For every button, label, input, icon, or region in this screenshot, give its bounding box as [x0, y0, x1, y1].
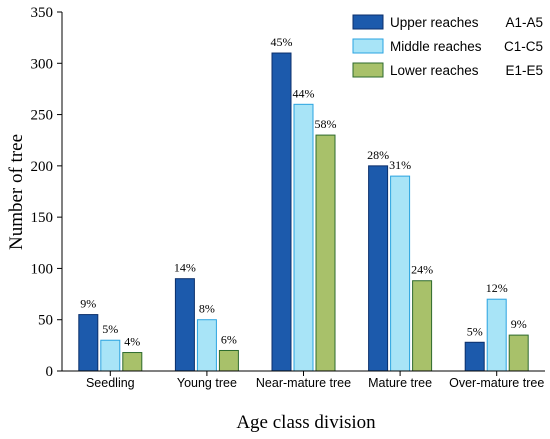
y-tick-label: 300	[31, 56, 54, 72]
y-tick-label: 150	[31, 210, 54, 226]
y-tick-label: 200	[31, 159, 54, 175]
data-label: 5%	[467, 324, 483, 338]
legend-code: C1-C5	[504, 39, 543, 54]
x-axis-title: Age class division	[236, 412, 376, 433]
y-tick-label: 100	[31, 261, 54, 277]
legend-code: E1-E5	[505, 63, 543, 78]
bar	[412, 280, 433, 372]
bars-group	[78, 52, 529, 372]
y-tick-label: 350	[31, 5, 54, 21]
legend-swatch	[352, 38, 384, 54]
x-tick-label: Seedling	[86, 376, 135, 390]
bar	[174, 278, 195, 372]
data-label: 31%	[389, 158, 411, 172]
legend: Upper reaches A1-A5 Middle reaches C1-C5 Low…	[352, 14, 543, 78]
y-axis-title: Number of tree	[6, 134, 27, 250]
x-tick-label: Over-mature tree	[449, 376, 544, 390]
bar-labels-group: 9% 5% 4% 14% 8% 6% 45% 44% 58% 28%31% 24% 5% 12% 9%	[80, 35, 526, 349]
y-axis: 0 50 100 150 200 250 300 350	[31, 5, 63, 380]
data-label: 8%	[199, 302, 215, 316]
legend-label: Lower reaches	[390, 63, 479, 78]
legend-swatch	[352, 14, 384, 30]
legend-label: Upper reaches	[390, 15, 479, 30]
bar	[78, 314, 99, 372]
data-label: 58%	[315, 117, 337, 131]
y-tick-label: 0	[46, 364, 54, 380]
y-tick-label: 50	[38, 313, 53, 329]
bar	[271, 52, 292, 372]
y-tick-label: 250	[31, 108, 54, 124]
bar	[486, 298, 507, 372]
data-label: 28%	[367, 148, 389, 162]
bar	[293, 103, 314, 372]
bar	[368, 165, 389, 372]
data-label: 9%	[511, 317, 527, 331]
data-label: 12%	[486, 281, 508, 295]
data-label: 44%	[293, 86, 315, 100]
data-label: 6%	[221, 332, 237, 346]
data-label: 9%	[80, 297, 96, 311]
bar	[196, 319, 217, 372]
bar	[100, 339, 121, 372]
x-axis: Seedling Young tree Near-mature tree Mature…	[62, 370, 545, 390]
x-tick-label: Mature tree	[368, 376, 432, 390]
bar	[315, 134, 336, 372]
legend-code: A1-A5	[505, 15, 543, 30]
data-label: 14%	[174, 261, 196, 275]
bar	[508, 334, 529, 372]
data-label: 5%	[102, 322, 118, 336]
data-label: 24%	[411, 263, 433, 277]
legend-swatch	[352, 62, 384, 78]
bar	[464, 341, 485, 372]
x-tick-label: Young tree	[177, 376, 237, 390]
legend-label: Middle reaches	[390, 39, 482, 54]
bar	[218, 349, 239, 372]
data-label: 45%	[271, 35, 293, 49]
bar	[122, 352, 143, 372]
data-label: 4%	[124, 335, 140, 349]
x-tick-label: Near-mature tree	[256, 376, 351, 390]
bar	[390, 175, 411, 372]
